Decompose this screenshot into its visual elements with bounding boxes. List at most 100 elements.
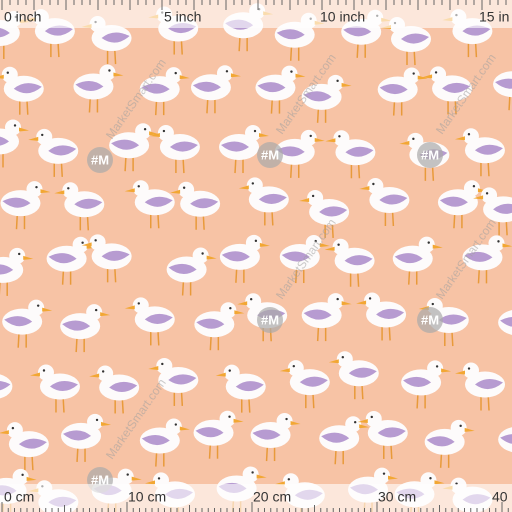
head <box>9 247 26 264</box>
watermark-logo-bg <box>417 142 443 168</box>
seagull <box>274 129 325 178</box>
wing <box>394 253 423 264</box>
seagull <box>124 180 175 229</box>
seagull <box>215 364 266 413</box>
beak <box>502 243 512 248</box>
seagull <box>0 119 30 168</box>
wing <box>49 380 78 392</box>
eye <box>143 127 147 131</box>
wing <box>345 146 374 157</box>
wing <box>44 25 73 36</box>
wing <box>111 139 140 150</box>
head <box>332 238 349 255</box>
seagull <box>61 413 112 462</box>
beak <box>40 189 51 194</box>
wing <box>376 308 405 320</box>
wing <box>348 367 377 378</box>
beak <box>54 190 65 195</box>
eye <box>108 69 111 72</box>
head <box>12 468 29 485</box>
beak <box>179 75 190 80</box>
head <box>97 365 114 382</box>
eye <box>225 70 229 73</box>
eye <box>21 473 24 477</box>
head <box>219 410 236 427</box>
wing <box>48 145 77 156</box>
head <box>165 418 182 435</box>
head <box>327 293 344 310</box>
eye <box>336 79 339 83</box>
ruler-label: 10 inch <box>320 9 365 25</box>
head <box>26 181 43 198</box>
beak <box>356 300 367 305</box>
eye <box>431 302 434 306</box>
beak <box>441 368 452 373</box>
wing <box>63 430 92 441</box>
wing <box>62 320 91 331</box>
eye <box>11 426 15 430</box>
beak <box>145 480 156 485</box>
beak <box>149 133 160 138</box>
wing <box>75 80 104 92</box>
head <box>287 360 304 377</box>
beak <box>290 421 301 426</box>
eye <box>157 477 161 480</box>
wing <box>258 193 287 204</box>
head <box>245 125 262 142</box>
beak <box>28 136 39 141</box>
head <box>37 364 54 381</box>
seagull <box>170 181 221 230</box>
wing <box>0 136 10 146</box>
head <box>89 234 106 251</box>
head <box>481 187 498 204</box>
head <box>246 177 263 194</box>
eye <box>174 423 178 426</box>
wing <box>500 434 512 444</box>
wing <box>252 429 281 440</box>
wing <box>379 83 408 95</box>
head <box>463 362 480 379</box>
eye <box>337 243 340 246</box>
eye <box>137 302 140 305</box>
watermark-logo: #M <box>421 312 439 327</box>
wing <box>101 250 130 261</box>
seagull <box>139 418 190 467</box>
watermark-logo-bg <box>87 147 113 173</box>
watermark-logo: #M <box>91 152 109 167</box>
ruler-label: 30 cm <box>378 489 416 505</box>
head <box>245 234 262 251</box>
eye <box>251 182 255 185</box>
wing <box>321 432 350 443</box>
eye <box>459 424 462 428</box>
wing <box>144 196 173 207</box>
beak <box>328 359 339 364</box>
wing <box>141 83 170 94</box>
head <box>36 128 53 145</box>
seagull <box>0 374 13 399</box>
wing <box>442 82 471 93</box>
seagull <box>255 65 306 114</box>
eye <box>485 192 489 195</box>
beak <box>23 255 34 260</box>
head <box>488 235 505 252</box>
eye <box>253 129 257 133</box>
beak <box>100 312 111 317</box>
eye <box>429 477 432 480</box>
eye <box>372 182 375 186</box>
eye <box>368 297 372 300</box>
head <box>6 422 23 439</box>
head <box>427 360 444 377</box>
eye <box>182 186 186 189</box>
wing <box>169 141 198 152</box>
head <box>62 182 79 199</box>
beak <box>259 242 270 247</box>
seagull <box>149 125 200 174</box>
seagull <box>498 427 512 452</box>
seagull <box>422 66 473 115</box>
seagull <box>279 235 330 284</box>
eye <box>311 194 315 198</box>
wing <box>2 197 31 208</box>
beak <box>319 243 330 248</box>
beak <box>89 373 100 378</box>
seagull <box>437 180 488 229</box>
